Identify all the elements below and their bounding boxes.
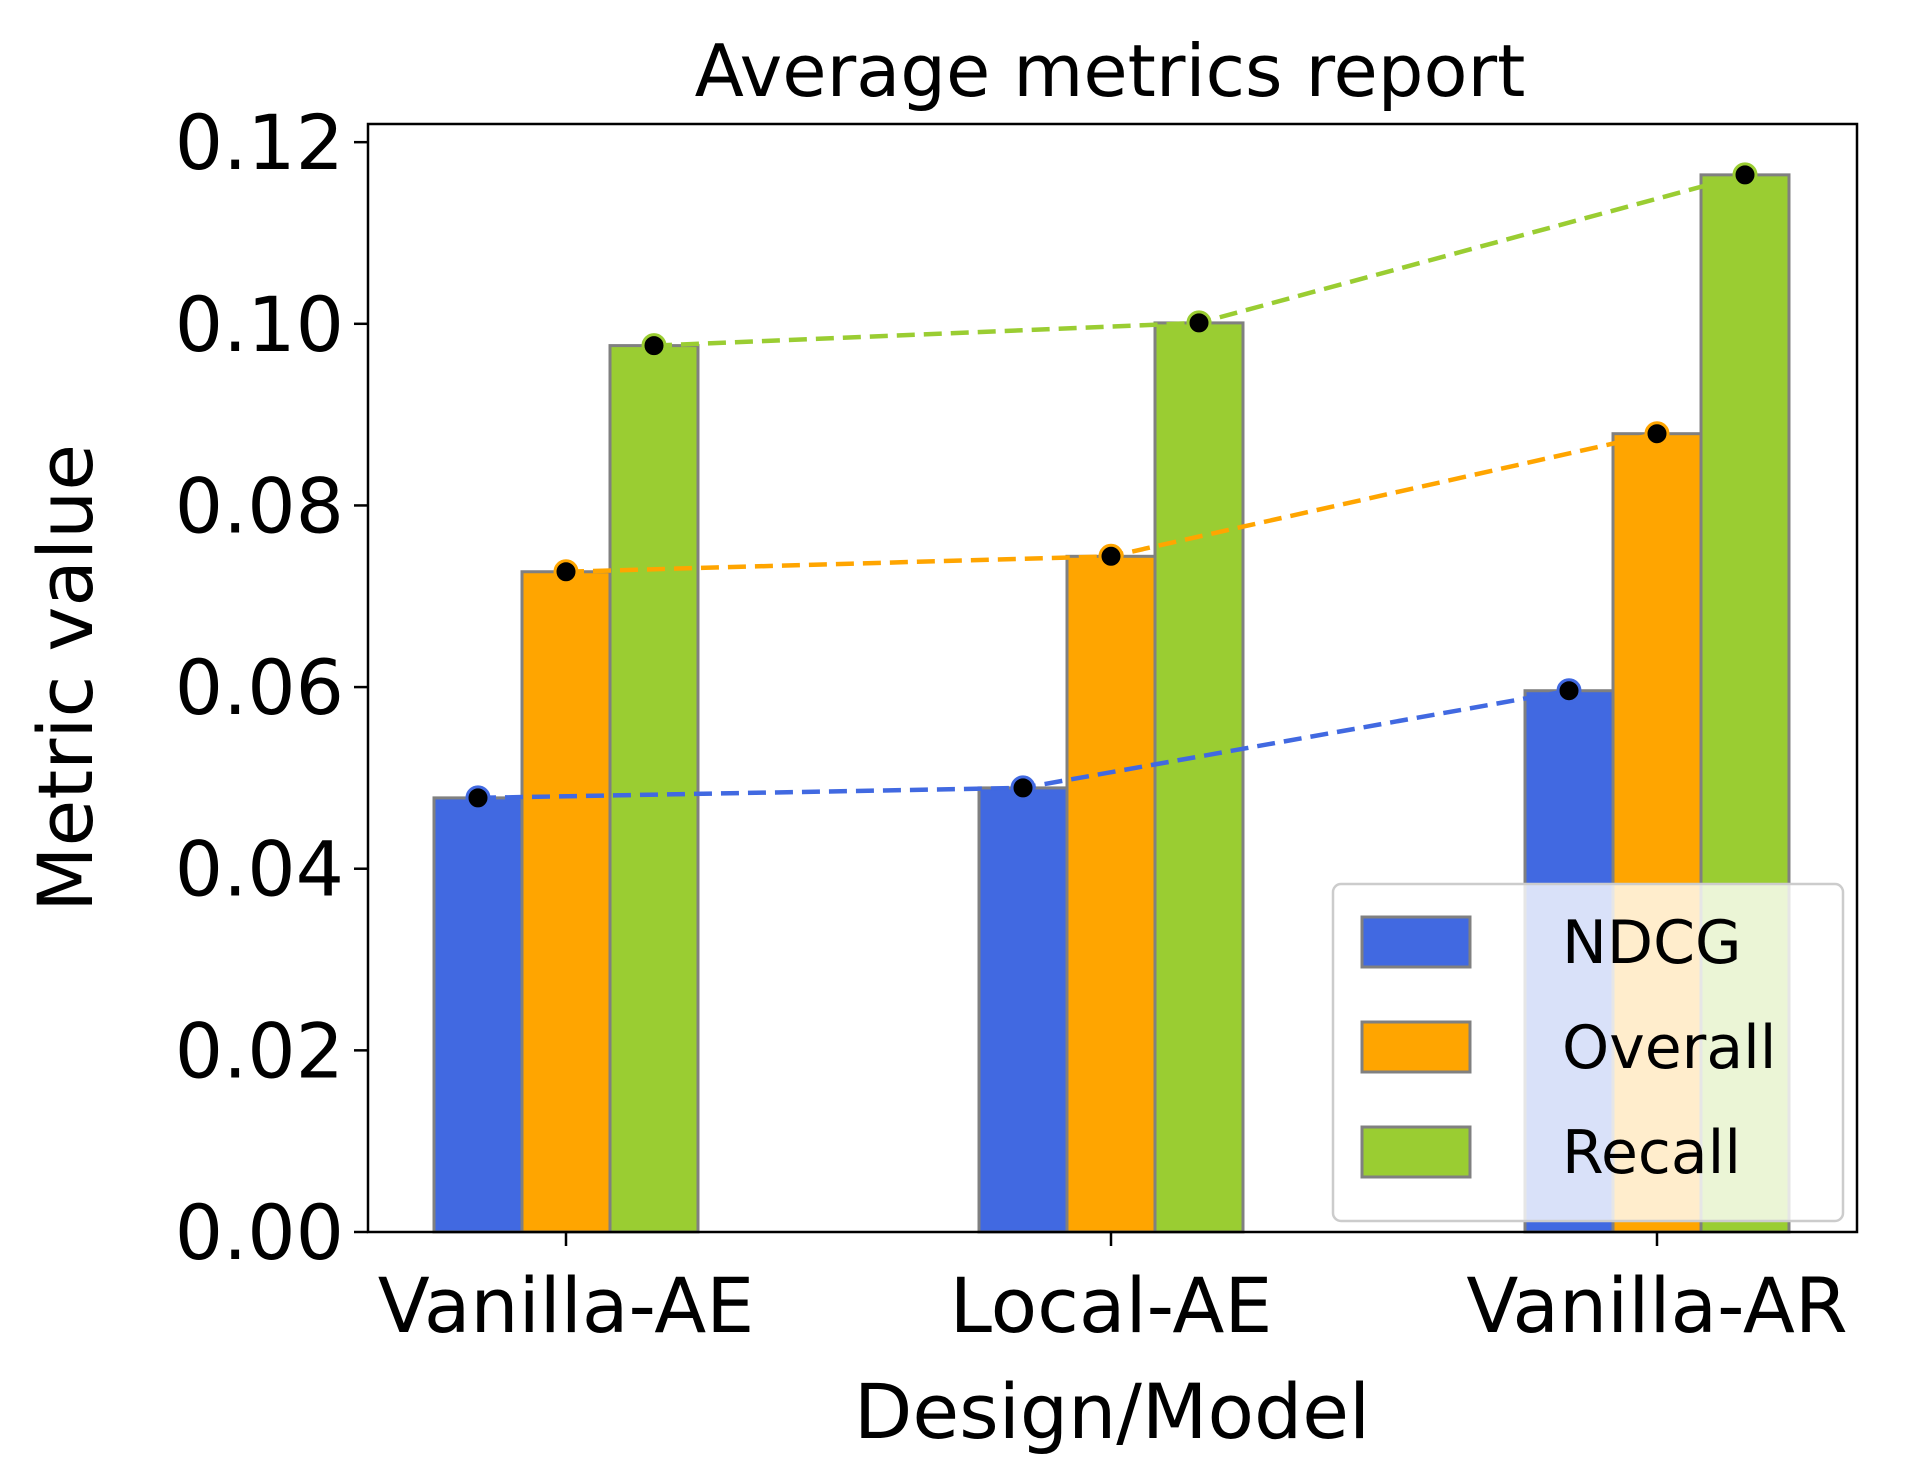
- markers-layer: [465, 162, 1758, 811]
- marker-overall-local-ae: [1098, 543, 1124, 569]
- marker-recall-vanilla-ae: [641, 333, 667, 359]
- y-axis: 0.00 0.02 0.04 0.06 0.08 0.10 0.12: [175, 98, 368, 1277]
- y-tick-label-4: 0.08: [175, 461, 344, 550]
- marker-overall-vanilla-ae: [553, 559, 579, 585]
- y-axis-label: Metric value: [21, 444, 110, 912]
- marker-recall-vanilla-ar: [1732, 162, 1758, 188]
- marker-ndcg-vanilla-ae: [465, 785, 491, 811]
- x-tick-label-vanilla-ar: Vanilla-AR: [1466, 1261, 1847, 1350]
- y-tick-label-3: 0.06: [175, 643, 344, 732]
- marker-ndcg-vanilla-ar: [1556, 678, 1582, 704]
- plot-frame: [366, 122, 1859, 1234]
- y-tick-label-0: 0.00: [175, 1188, 344, 1277]
- y-tick-label-1: 0.02: [175, 1006, 344, 1095]
- x-tick-label-local-ae: Local-AE: [950, 1261, 1273, 1350]
- bar-overall-vanilla-ae: [520, 570, 612, 1234]
- y-tick-label-2: 0.04: [175, 825, 344, 914]
- y-tick-label-6: 0.12: [175, 98, 344, 187]
- legend-swatch-ndcg: [1360, 915, 1472, 969]
- chart-title: Average metrics report: [695, 29, 1526, 113]
- y-tick-label-5: 0.10: [175, 280, 344, 369]
- x-tick-label-vanilla-ae: Vanilla-AE: [378, 1261, 755, 1350]
- legend: NDCG Overall Recall: [1331, 882, 1845, 1223]
- legend-swatch-overall: [1360, 1020, 1472, 1074]
- marker-overall-vanilla-ar: [1644, 421, 1670, 447]
- marker-ndcg-local-ae: [1010, 775, 1036, 801]
- x-axis-label: Design/Model: [854, 1367, 1370, 1456]
- legend-label-recall: Recall: [1562, 1118, 1741, 1188]
- legend-label-ndcg: NDCG: [1562, 908, 1741, 978]
- x-axis: Vanilla-AE Local-AE Vanilla-AR: [378, 1232, 1848, 1350]
- bar-ndcg-vanilla-ae: [432, 796, 524, 1234]
- legend-swatch-recall: [1360, 1125, 1472, 1179]
- bar-overall-local-ae: [1065, 554, 1157, 1234]
- bar-recall-local-ae: [1153, 321, 1245, 1234]
- marker-recall-local-ae: [1186, 310, 1212, 336]
- bar-ndcg-local-ae: [977, 786, 1069, 1234]
- bar-recall-vanilla-ae: [608, 344, 700, 1234]
- legend-label-overall: Overall: [1562, 1013, 1776, 1083]
